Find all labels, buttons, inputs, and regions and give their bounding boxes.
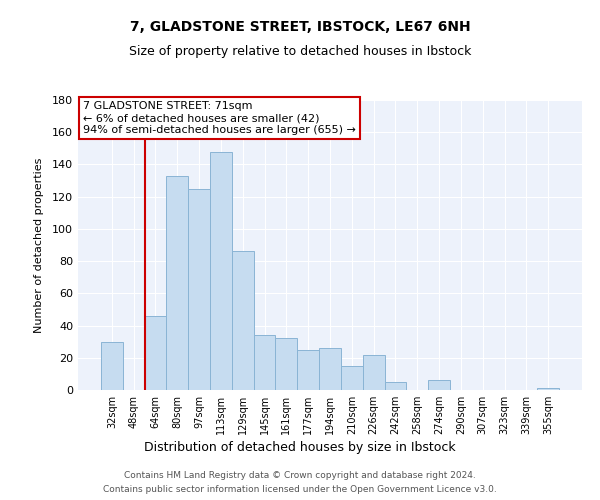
Bar bbox=[275, 338, 297, 390]
Bar bbox=[145, 316, 166, 390]
Bar bbox=[297, 350, 319, 390]
Bar bbox=[101, 342, 123, 390]
Bar bbox=[232, 252, 254, 390]
Bar bbox=[319, 348, 341, 390]
Text: 7 GLADSTONE STREET: 71sqm
← 6% of detached houses are smaller (42)
94% of semi-d: 7 GLADSTONE STREET: 71sqm ← 6% of detach… bbox=[83, 102, 356, 134]
Text: 7, GLADSTONE STREET, IBSTOCK, LE67 6NH: 7, GLADSTONE STREET, IBSTOCK, LE67 6NH bbox=[130, 20, 470, 34]
Text: Contains HM Land Registry data © Crown copyright and database right 2024.: Contains HM Land Registry data © Crown c… bbox=[124, 472, 476, 480]
Bar bbox=[385, 382, 406, 390]
Bar bbox=[210, 152, 232, 390]
Y-axis label: Number of detached properties: Number of detached properties bbox=[34, 158, 44, 332]
Bar bbox=[428, 380, 450, 390]
Text: Distribution of detached houses by size in Ibstock: Distribution of detached houses by size … bbox=[144, 441, 456, 454]
Bar bbox=[188, 188, 210, 390]
Bar bbox=[363, 354, 385, 390]
Text: Contains public sector information licensed under the Open Government Licence v3: Contains public sector information licen… bbox=[103, 484, 497, 494]
Text: Size of property relative to detached houses in Ibstock: Size of property relative to detached ho… bbox=[129, 45, 471, 58]
Bar bbox=[166, 176, 188, 390]
Bar bbox=[254, 335, 275, 390]
Bar bbox=[341, 366, 363, 390]
Bar bbox=[537, 388, 559, 390]
